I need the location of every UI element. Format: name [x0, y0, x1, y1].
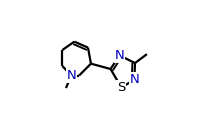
Text: N: N	[115, 49, 124, 62]
Text: N: N	[66, 69, 76, 82]
Text: S: S	[117, 81, 125, 94]
Text: N: N	[130, 73, 139, 86]
